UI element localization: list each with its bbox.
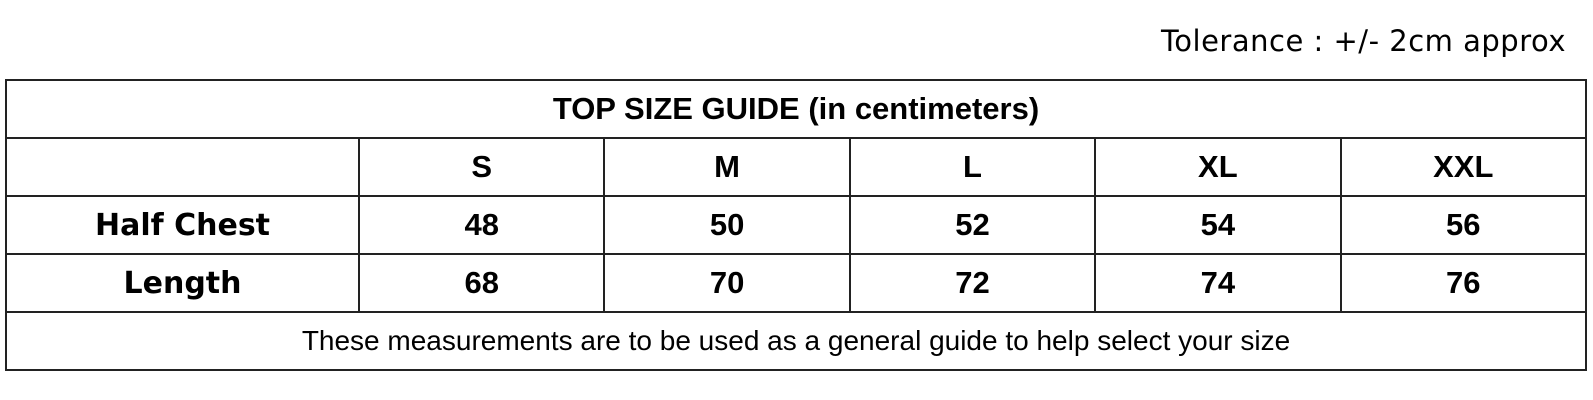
size-header: XXL (1339, 137, 1588, 197)
size-header: L (848, 137, 1097, 197)
table-row: Half Chest 48 50 52 54 56 (5, 195, 1588, 255)
table-cell: 68 (357, 253, 606, 313)
table-row: Length 68 70 72 74 76 (5, 253, 1588, 313)
empty-header-cell (5, 137, 360, 197)
size-guide-table: TOP SIZE GUIDE (in centimeters) S M L XL… (5, 79, 1588, 371)
table-cell: 74 (1094, 253, 1342, 313)
table-cell: 76 (1339, 253, 1588, 313)
table-cell: 70 (603, 253, 851, 313)
table-footer-note: These measurements are to be used as a g… (5, 311, 1587, 371)
size-header: S (357, 137, 606, 197)
title-row: TOP SIZE GUIDE (in centimeters) (5, 79, 1587, 139)
table-cell: 54 (1094, 195, 1342, 255)
table-title: TOP SIZE GUIDE (in centimeters) (5, 79, 1587, 139)
size-header: M (603, 137, 851, 197)
table-cell: 72 (848, 253, 1097, 313)
table-cell: 52 (848, 195, 1097, 255)
table-cell: 50 (603, 195, 851, 255)
header-row: S M L XL XXL (5, 137, 1588, 197)
row-label: Length (5, 253, 360, 313)
table-cell: 56 (1339, 195, 1588, 255)
footer-row: These measurements are to be used as a g… (5, 311, 1587, 371)
table-cell: 48 (357, 195, 606, 255)
size-header: XL (1094, 137, 1342, 197)
row-label: Half Chest (5, 195, 360, 255)
tolerance-note: Tolerance : +/- 2cm approx (1161, 24, 1566, 58)
